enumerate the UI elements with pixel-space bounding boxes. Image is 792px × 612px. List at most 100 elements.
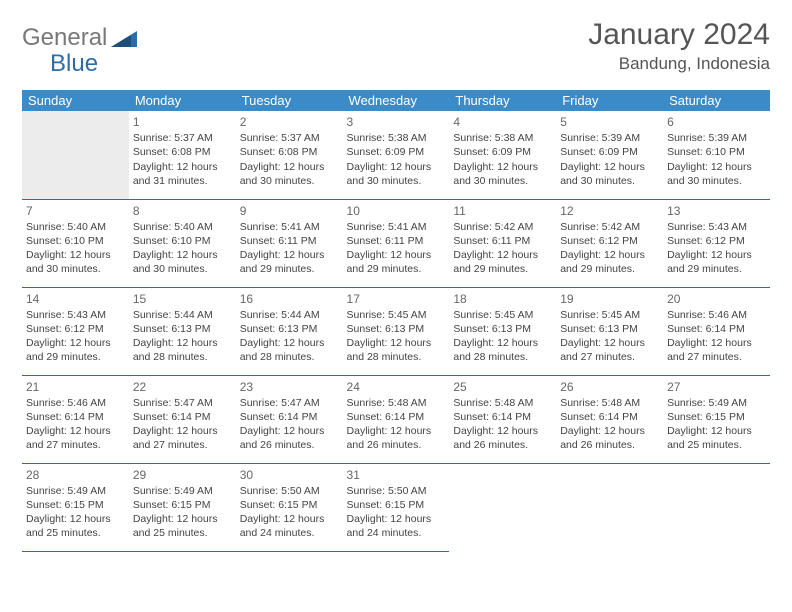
- sunrise-text: Sunrise: 5:43 AM: [667, 220, 766, 234]
- daylight-text: Daylight: 12 hours and 27 minutes.: [560, 336, 659, 364]
- day-number: 27: [667, 379, 766, 395]
- sunrise-text: Sunrise: 5:43 AM: [26, 308, 125, 322]
- daylight-text: Daylight: 12 hours and 28 minutes.: [453, 336, 552, 364]
- day-number: 2: [240, 114, 339, 130]
- calendar-cell: 27Sunrise: 5:49 AMSunset: 6:15 PMDayligh…: [663, 375, 770, 463]
- sunrise-text: Sunrise: 5:45 AM: [560, 308, 659, 322]
- sunrise-text: Sunrise: 5:39 AM: [560, 131, 659, 145]
- day-number: 21: [26, 379, 125, 395]
- day-number: 5: [560, 114, 659, 130]
- daylight-text: Daylight: 12 hours and 29 minutes.: [26, 336, 125, 364]
- sunrise-text: Sunrise: 5:40 AM: [26, 220, 125, 234]
- day-number: 23: [240, 379, 339, 395]
- sunset-text: Sunset: 6:11 PM: [453, 234, 552, 248]
- sunrise-text: Sunrise: 5:44 AM: [133, 308, 232, 322]
- daylight-text: Daylight: 12 hours and 29 minutes.: [453, 248, 552, 276]
- day-number: 22: [133, 379, 232, 395]
- daylight-text: Daylight: 12 hours and 30 minutes.: [667, 160, 766, 188]
- daylight-text: Daylight: 12 hours and 24 minutes.: [240, 512, 339, 540]
- daylight-text: Daylight: 12 hours and 30 minutes.: [560, 160, 659, 188]
- daylight-text: Daylight: 12 hours and 31 minutes.: [133, 160, 232, 188]
- sunset-text: Sunset: 6:13 PM: [560, 322, 659, 336]
- sunset-text: Sunset: 6:12 PM: [667, 234, 766, 248]
- sunrise-text: Sunrise: 5:39 AM: [667, 131, 766, 145]
- day-number: 19: [560, 291, 659, 307]
- weekday-header: Wednesday: [343, 90, 450, 111]
- sunrise-text: Sunrise: 5:38 AM: [347, 131, 446, 145]
- daylight-text: Daylight: 12 hours and 28 minutes.: [240, 336, 339, 364]
- calendar-cell: 29Sunrise: 5:49 AMSunset: 6:15 PMDayligh…: [129, 463, 236, 551]
- calendar-cell: 19Sunrise: 5:45 AMSunset: 6:13 PMDayligh…: [556, 287, 663, 375]
- daylight-text: Daylight: 12 hours and 26 minutes.: [347, 424, 446, 452]
- calendar-cell: 6Sunrise: 5:39 AMSunset: 6:10 PMDaylight…: [663, 111, 770, 199]
- calendar-cell: 25Sunrise: 5:48 AMSunset: 6:14 PMDayligh…: [449, 375, 556, 463]
- calendar-cell: 2Sunrise: 5:37 AMSunset: 6:08 PMDaylight…: [236, 111, 343, 199]
- sunset-text: Sunset: 6:14 PM: [347, 410, 446, 424]
- calendar-cell: 4Sunrise: 5:38 AMSunset: 6:09 PMDaylight…: [449, 111, 556, 199]
- day-number: 6: [667, 114, 766, 130]
- sunrise-text: Sunrise: 5:50 AM: [240, 484, 339, 498]
- sunrise-text: Sunrise: 5:40 AM: [133, 220, 232, 234]
- sunset-text: Sunset: 6:10 PM: [26, 234, 125, 248]
- sunrise-text: Sunrise: 5:48 AM: [560, 396, 659, 410]
- calendar-cell: 11Sunrise: 5:42 AMSunset: 6:11 PMDayligh…: [449, 199, 556, 287]
- logo-triangle-icon: [111, 29, 137, 47]
- daylight-text: Daylight: 12 hours and 26 minutes.: [453, 424, 552, 452]
- sunset-text: Sunset: 6:11 PM: [240, 234, 339, 248]
- sunrise-text: Sunrise: 5:47 AM: [240, 396, 339, 410]
- sunset-text: Sunset: 6:14 PM: [453, 410, 552, 424]
- weekday-header: Saturday: [663, 90, 770, 111]
- calendar-cell: [663, 463, 770, 551]
- day-number: 25: [453, 379, 552, 395]
- day-number: 15: [133, 291, 232, 307]
- sunset-text: Sunset: 6:09 PM: [560, 145, 659, 159]
- calendar-cell: 16Sunrise: 5:44 AMSunset: 6:13 PMDayligh…: [236, 287, 343, 375]
- sunrise-text: Sunrise: 5:49 AM: [26, 484, 125, 498]
- calendar-header-row: SundayMondayTuesdayWednesdayThursdayFrid…: [22, 90, 770, 111]
- weekday-header: Thursday: [449, 90, 556, 111]
- calendar-cell: 30Sunrise: 5:50 AMSunset: 6:15 PMDayligh…: [236, 463, 343, 551]
- day-number: 18: [453, 291, 552, 307]
- logo: General: [22, 18, 139, 52]
- daylight-text: Daylight: 12 hours and 28 minutes.: [347, 336, 446, 364]
- day-number: 8: [133, 203, 232, 219]
- sunset-text: Sunset: 6:13 PM: [453, 322, 552, 336]
- sunset-text: Sunset: 6:09 PM: [453, 145, 552, 159]
- day-number: 13: [667, 203, 766, 219]
- sunrise-text: Sunrise: 5:42 AM: [560, 220, 659, 234]
- sunrise-text: Sunrise: 5:50 AM: [347, 484, 446, 498]
- calendar-cell: 21Sunrise: 5:46 AMSunset: 6:14 PMDayligh…: [22, 375, 129, 463]
- calendar-cell: 15Sunrise: 5:44 AMSunset: 6:13 PMDayligh…: [129, 287, 236, 375]
- weekday-header: Monday: [129, 90, 236, 111]
- calendar-cell: 22Sunrise: 5:47 AMSunset: 6:14 PMDayligh…: [129, 375, 236, 463]
- calendar-cell: 7Sunrise: 5:40 AMSunset: 6:10 PMDaylight…: [22, 199, 129, 287]
- sunset-text: Sunset: 6:15 PM: [347, 498, 446, 512]
- day-number: 14: [26, 291, 125, 307]
- calendar-cell: 24Sunrise: 5:48 AMSunset: 6:14 PMDayligh…: [343, 375, 450, 463]
- sunrise-text: Sunrise: 5:48 AM: [453, 396, 552, 410]
- daylight-text: Daylight: 12 hours and 25 minutes.: [26, 512, 125, 540]
- calendar-cell: 8Sunrise: 5:40 AMSunset: 6:10 PMDaylight…: [129, 199, 236, 287]
- day-number: 29: [133, 467, 232, 483]
- sunset-text: Sunset: 6:15 PM: [240, 498, 339, 512]
- day-number: 10: [347, 203, 446, 219]
- sunset-text: Sunset: 6:11 PM: [347, 234, 446, 248]
- calendar-cell: 18Sunrise: 5:45 AMSunset: 6:13 PMDayligh…: [449, 287, 556, 375]
- weekday-header: Sunday: [22, 90, 129, 111]
- day-number: 11: [453, 203, 552, 219]
- sunset-text: Sunset: 6:10 PM: [133, 234, 232, 248]
- day-number: 28: [26, 467, 125, 483]
- day-number: 9: [240, 203, 339, 219]
- daylight-text: Daylight: 12 hours and 25 minutes.: [133, 512, 232, 540]
- sunrise-text: Sunrise: 5:46 AM: [26, 396, 125, 410]
- sunset-text: Sunset: 6:14 PM: [240, 410, 339, 424]
- day-number: 3: [347, 114, 446, 130]
- sunrise-text: Sunrise: 5:44 AM: [240, 308, 339, 322]
- sunrise-text: Sunrise: 5:45 AM: [347, 308, 446, 322]
- day-number: 24: [347, 379, 446, 395]
- sunrise-text: Sunrise: 5:41 AM: [240, 220, 339, 234]
- sunset-text: Sunset: 6:09 PM: [347, 145, 446, 159]
- calendar-body: 1Sunrise: 5:37 AMSunset: 6:08 PMDaylight…: [22, 111, 770, 551]
- day-number: 7: [26, 203, 125, 219]
- calendar-cell: 23Sunrise: 5:47 AMSunset: 6:14 PMDayligh…: [236, 375, 343, 463]
